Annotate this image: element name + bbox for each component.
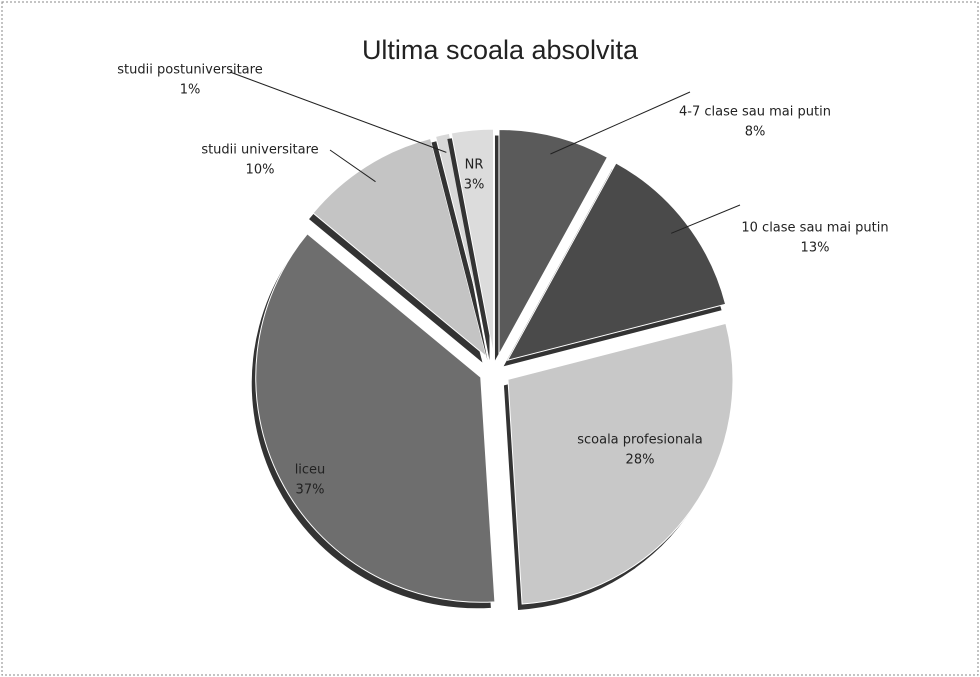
leader-line	[329, 149, 376, 183]
slice-shadow	[431, 139, 488, 361]
slice-label: scoala profesionala	[577, 433, 703, 448]
slice-label: studii universitare	[201, 143, 318, 158]
chart-title: Ultima scoala absolvita	[362, 35, 639, 65]
leader-line	[671, 204, 741, 234]
slice-value-label: 10%	[246, 163, 275, 178]
slice	[434, 132, 493, 355]
slice	[498, 129, 609, 355]
slice-label: NR	[465, 158, 484, 173]
slice	[312, 137, 488, 358]
slice-value-label: 3%	[464, 178, 485, 193]
leader-line	[229, 71, 447, 153]
slice-value-label: 13%	[801, 241, 830, 256]
slice	[255, 233, 496, 603]
slice-value-label: 1%	[180, 83, 201, 98]
slice	[506, 162, 727, 361]
slice-label: 10 clase sau mai putin	[741, 221, 888, 236]
slice-value-label: 28%	[626, 453, 655, 468]
slice-label: 4-7 clase sau mai putin	[679, 105, 831, 120]
slice-value-label: 37%	[296, 483, 325, 498]
slice-label: studii postuniversitare	[117, 63, 262, 78]
slice	[450, 128, 494, 355]
leader-line	[550, 91, 691, 155]
slice	[507, 322, 734, 605]
slice-label: liceu	[295, 463, 326, 478]
slice-value-label: 8%	[745, 125, 766, 140]
